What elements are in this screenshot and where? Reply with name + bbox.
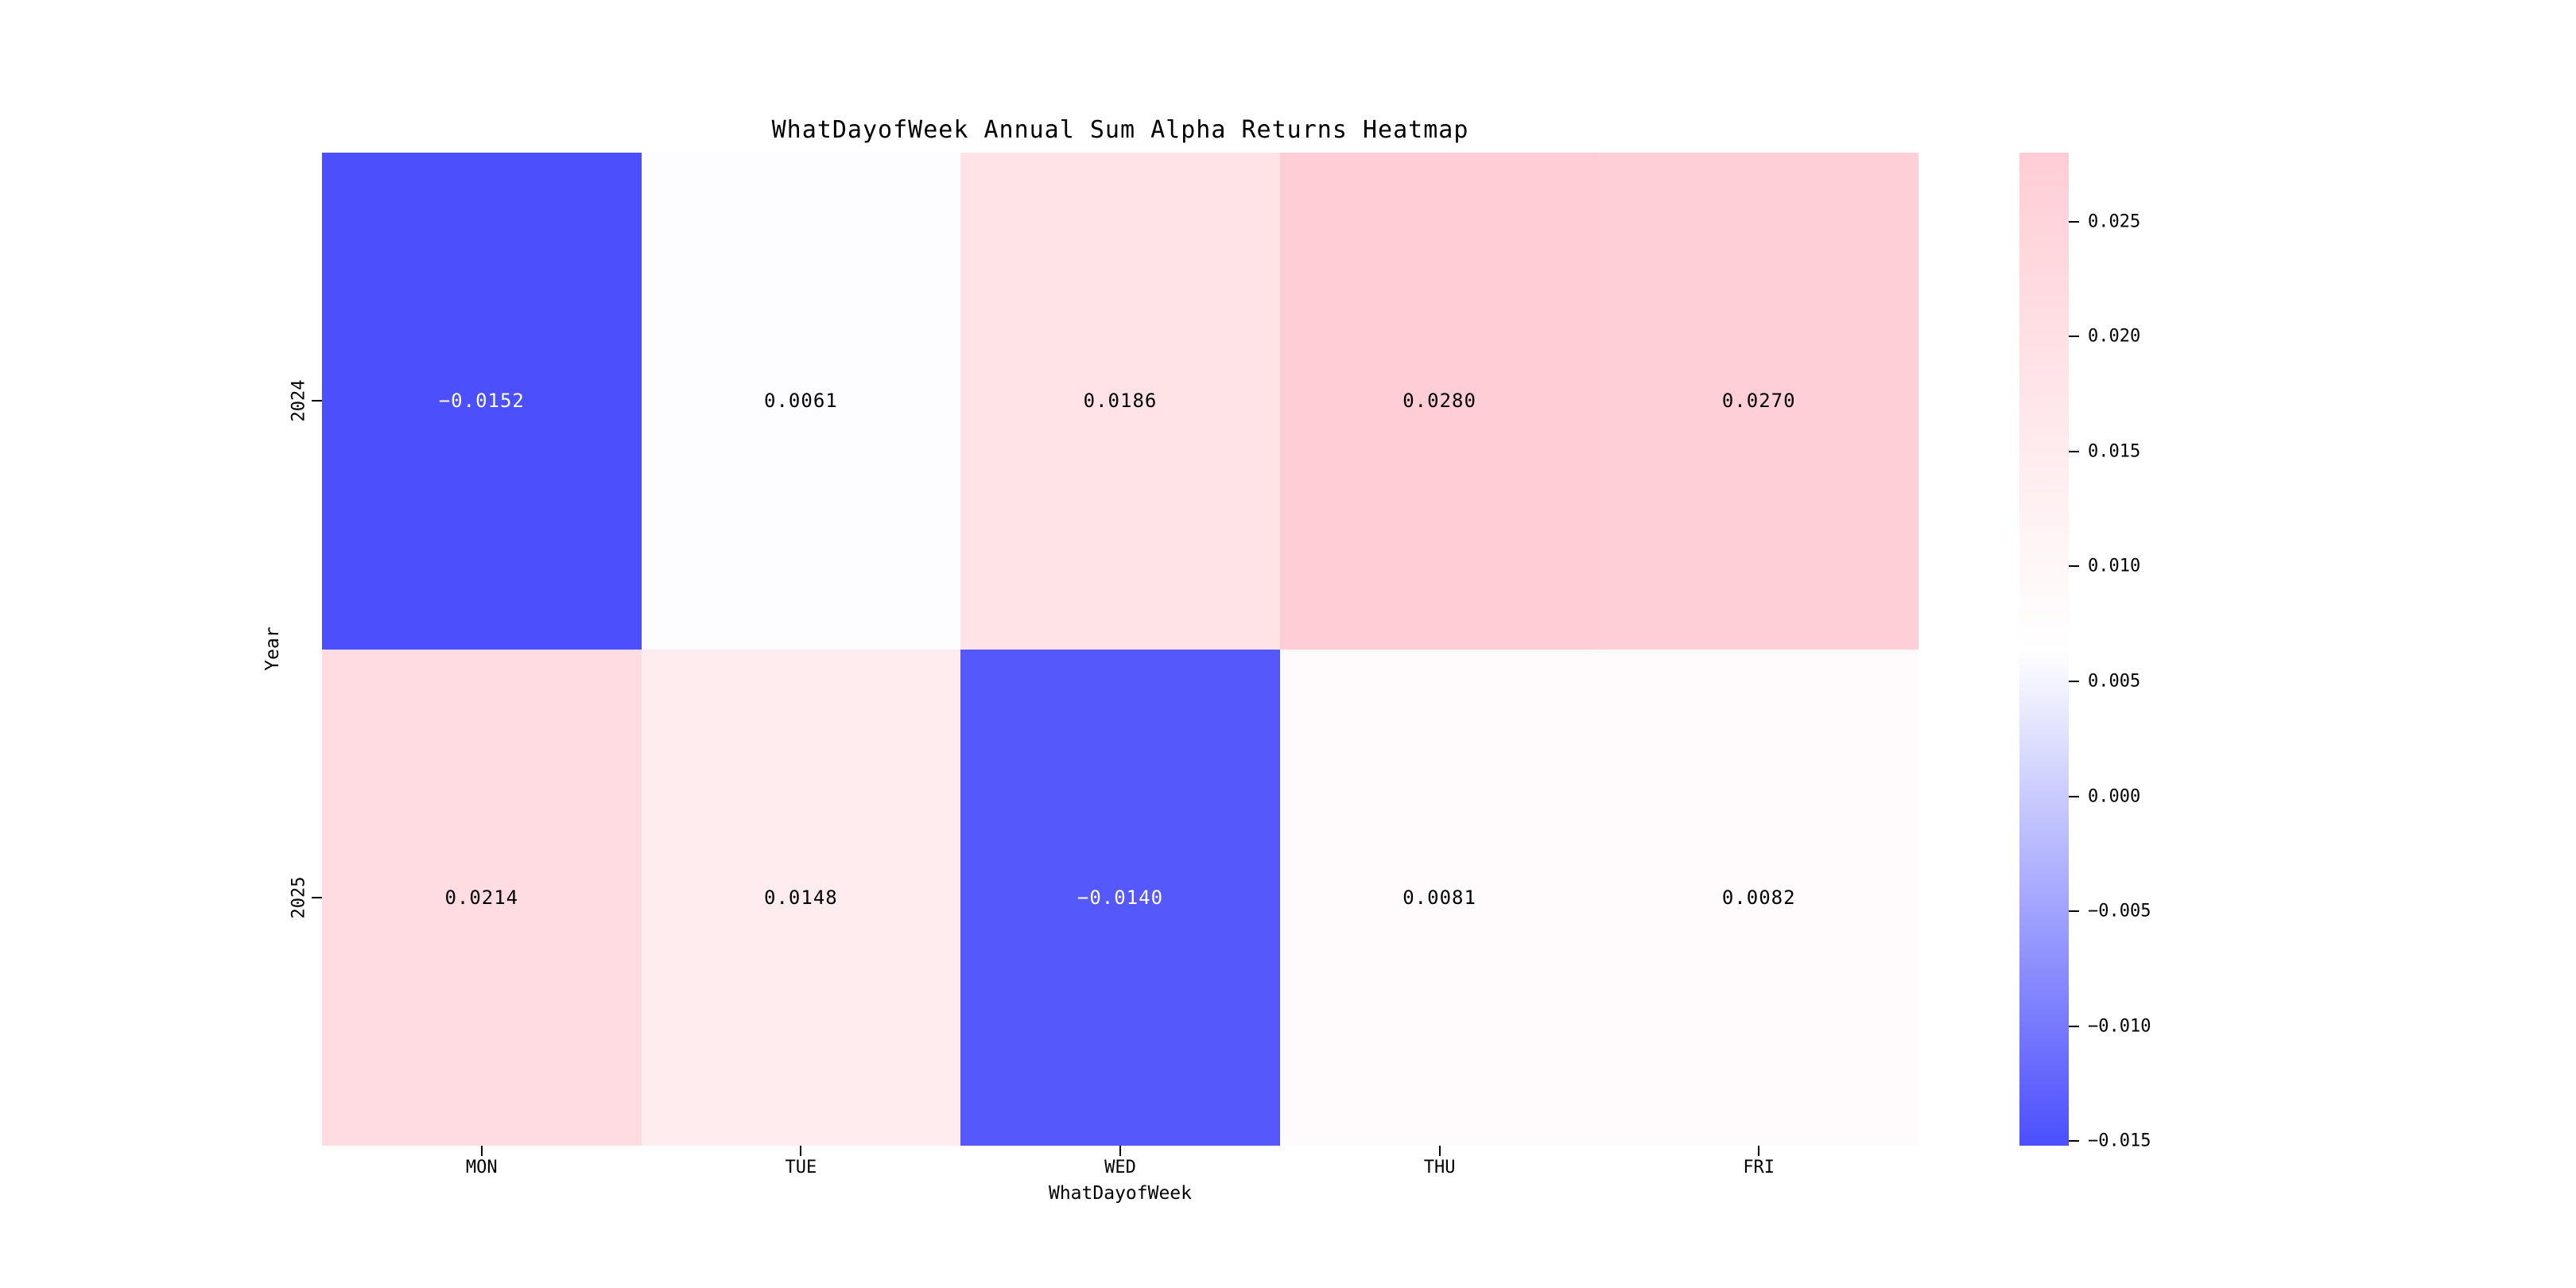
colorbar-tick-label: 0.015	[2088, 441, 2141, 462]
x-tick-mark	[1438, 1146, 1441, 1156]
y-tick-mark	[312, 400, 322, 402]
colorbar-tick-label: 0.005	[2088, 671, 2141, 692]
heatmap-cell: 0.0148	[641, 649, 961, 1146]
colorbar-tick-mark	[2069, 910, 2079, 913]
colorbar-tick-label: 0.020	[2088, 326, 2141, 347]
chart-title: WhatDayofWeek Annual Sum Alpha Returns H…	[771, 116, 1469, 144]
colorbar-tick-label: 0.010	[2088, 556, 2141, 576]
colorbar-tick-label: 0.000	[2088, 786, 2141, 807]
y-tick-mark	[312, 896, 322, 898]
cell-value: 0.0082	[1721, 886, 1796, 909]
heatmap-cell: 0.0280	[1279, 153, 1600, 650]
cell-value: 0.0061	[764, 390, 838, 413]
heatmap-cell: −0.0140	[960, 649, 1280, 1146]
colorbar-gradient	[2019, 153, 2069, 1146]
colorbar-tick-mark	[2069, 1140, 2079, 1143]
heatmap-cell: 0.0082	[1599, 649, 1918, 1146]
colorbar-tick-mark	[2069, 565, 2079, 568]
heatmap-plot: −0.0152 0.0061 0.0186 0.0280 0.0270 0.0214 0.0…	[322, 153, 1918, 1146]
x-tick-mark	[1119, 1146, 1121, 1156]
x-tick-mark	[1758, 1146, 1760, 1156]
colorbar-tick-mark	[2069, 336, 2079, 338]
cell-value: 0.0280	[1402, 390, 1476, 413]
x-tick-mark	[480, 1146, 483, 1156]
x-tick-mark	[800, 1146, 802, 1156]
heatmap-cell: 0.0270	[1599, 153, 1918, 650]
colorbar-tick-label: 0.025	[2088, 211, 2141, 232]
cell-value: 0.0081	[1402, 886, 1476, 909]
colorbar-tick-label: −0.010	[2088, 1016, 2151, 1037]
colorbar-tick-mark	[2069, 1025, 2079, 1027]
x-tick-label: MON	[465, 1158, 498, 1177]
colorbar-tick-mark	[2069, 680, 2079, 682]
heatmap-cell: 0.0186	[960, 153, 1280, 650]
colorbar-tick-label: −0.005	[2088, 901, 2151, 921]
x-axis-label: WhatDayofWeek	[1048, 1183, 1193, 1204]
y-tick-label: 2024	[289, 379, 309, 422]
x-tick-label: THU	[1423, 1158, 1456, 1177]
colorbar-tick-mark	[2069, 220, 2079, 223]
heatmap-cell: −0.0152	[322, 153, 642, 650]
y-axis-label: Year	[262, 627, 283, 671]
heatmap-cell: 0.0081	[1279, 649, 1600, 1146]
cell-value: −0.0140	[1077, 886, 1164, 909]
colorbar-tick-label: −0.015	[2088, 1131, 2151, 1151]
x-tick-label: FRI	[1743, 1158, 1775, 1177]
heatmap-cell: 0.0214	[322, 649, 642, 1146]
x-tick-label: WED	[1104, 1158, 1136, 1177]
cell-value: 0.0270	[1721, 390, 1796, 413]
x-tick-label: TUE	[785, 1158, 817, 1177]
cell-value: −0.0152	[438, 390, 525, 413]
cell-value: 0.0214	[444, 886, 519, 909]
cell-value: 0.0148	[764, 886, 838, 909]
colorbar-tick-mark	[2069, 795, 2079, 797]
cell-value: 0.0186	[1083, 390, 1158, 413]
colorbar-tick-mark	[2069, 450, 2079, 452]
y-tick-label: 2025	[289, 876, 309, 919]
heatmap-cell: 0.0061	[641, 153, 961, 650]
